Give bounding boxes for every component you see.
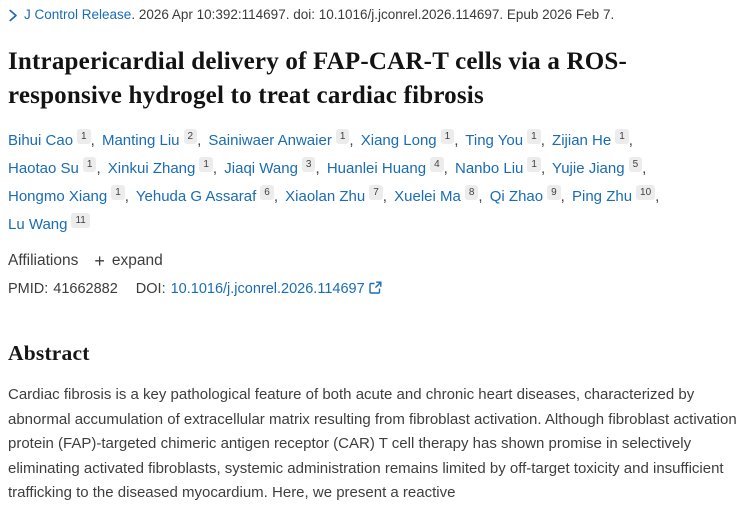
author-item: Xuelei Ma 8, (394, 185, 485, 205)
affiliation-sup-link[interactable]: 11 (71, 213, 90, 228)
author-separator: , (560, 188, 565, 205)
author-separator: , (443, 160, 448, 177)
author-item: Xiang Long 1, (360, 129, 462, 149)
affiliation-sup-link[interactable]: 8 (464, 185, 479, 200)
chevron-right-icon[interactable] (8, 9, 18, 22)
author-separator: , (540, 132, 545, 149)
affiliation-sup-link[interactable]: 1 (440, 129, 455, 144)
author-item: Ting You 1, (465, 129, 548, 149)
affiliation-sup-link[interactable]: 7 (369, 185, 383, 200)
page-title: Intrapericardial delivery of FAP-CAR-T c… (8, 48, 628, 109)
affiliation-sup-link[interactable]: 10 (636, 185, 656, 200)
affiliation-sup-link[interactable]: 1 (527, 157, 541, 172)
author-separator: , (540, 160, 546, 177)
author-link[interactable]: Huanlei Huang (326, 160, 427, 177)
affiliation-sup-link[interactable]: 1 (335, 129, 350, 144)
author-separator: , (655, 188, 660, 205)
affiliation-sup-link[interactable]: 1 (77, 129, 91, 144)
author-link[interactable]: Yujie Jiang (552, 160, 625, 177)
author-link[interactable]: Qi Zhao (489, 188, 544, 205)
affiliation-sup-link[interactable]: 1 (199, 157, 213, 172)
affiliation-sup-link[interactable]: 4 (430, 157, 444, 172)
journal-link[interactable]: J Control Release (24, 7, 132, 22)
author-link[interactable]: Haotao Su (8, 160, 79, 177)
author-separator: , (124, 188, 129, 205)
author-separator: , (478, 188, 483, 205)
author-item: Haotao Su 1, (8, 157, 104, 177)
author-item: Hongmo Xiang 1, (8, 185, 132, 205)
author-link[interactable]: Yehuda G Assaraf (135, 188, 257, 205)
author-link[interactable]: Zijian He (552, 132, 612, 149)
author-item: Xinkui Zhang 1, (107, 157, 220, 177)
ids-row: PMID: 41662882 DOI: 10.1016/j.jconrel.20… (8, 280, 742, 297)
author-item: Xiaolan Zhu 7, (285, 185, 390, 205)
author-separator: , (96, 160, 101, 177)
affiliations-expand-button[interactable]: + expand (94, 252, 162, 270)
author-separator: , (315, 160, 320, 177)
abstract-heading: Abstract (8, 341, 90, 365)
external-link-icon (368, 281, 382, 298)
author-link[interactable]: Hongmo Xiang (8, 188, 108, 205)
author-item: Bihui Cao 1, (8, 129, 98, 149)
author-item: Qi Zhao 9, (489, 185, 568, 205)
author-item: Huanlei Huang 4, (326, 157, 451, 177)
author-item: Ping Zhu 10, (572, 185, 662, 205)
author-link[interactable]: Ting You (465, 132, 524, 149)
citation-bar: J Control Release. 2026 Apr 10:392:11469… (8, 6, 742, 24)
affiliations-row: Affiliations + expand (8, 252, 742, 270)
author-item: Zijian He 1, (552, 129, 636, 149)
plus-icon: + (94, 251, 105, 271)
affiliation-sup-link[interactable]: 3 (301, 157, 316, 172)
authors-list: Bihui Cao 1, Manting Liu 2, Sainiwaer Anwa… (8, 127, 708, 239)
author-link[interactable]: Manting Liu (101, 132, 180, 149)
author-separator: , (90, 132, 95, 149)
affiliation-sup-link[interactable]: 1 (82, 157, 97, 172)
doi-label: DOI: (135, 280, 166, 297)
affiliation-sup-link[interactable]: 5 (628, 157, 643, 172)
author-link[interactable]: Sainiwaer Anwaier (208, 132, 332, 149)
pmid-label: PMID: (8, 280, 49, 297)
author-link[interactable]: Ping Zhu (572, 188, 633, 205)
abstract-text: Cardiac fibrosis is a key pathological f… (8, 386, 737, 501)
author-item: Yehuda G Assaraf 6, (135, 185, 281, 205)
citation-text: . 2026 Apr 10:392:114697. doi: 10.1016/j… (131, 7, 615, 22)
author-separator: , (212, 160, 218, 177)
expand-label: expand (111, 252, 163, 269)
author-separator: , (382, 188, 387, 205)
affiliation-sup-link[interactable]: 1 (527, 129, 541, 144)
author-link[interactable]: Lu Wang (8, 216, 68, 233)
author-link[interactable]: Xuelei Ma (394, 188, 461, 205)
affiliation-sup-link[interactable]: 9 (547, 185, 561, 200)
author-item: Yujie Jiang 5, (552, 157, 649, 177)
author-item: Jiaqi Wang 3, (224, 157, 322, 177)
author-item: Nanbo Liu 1, (454, 157, 548, 177)
affiliation-sup-link[interactable]: 1 (111, 185, 125, 200)
author-separator: , (273, 188, 278, 205)
author-item: Sainiwaer Anwaier 1, (208, 129, 356, 149)
doi-link[interactable]: 10.1016/j.jconrel.2026.114697 (171, 280, 382, 297)
author-separator: , (454, 132, 459, 149)
affiliation-sup-link[interactable]: 1 (615, 129, 629, 144)
author-link[interactable]: Bihui Cao (8, 132, 74, 149)
author-link[interactable]: Nanbo Liu (454, 160, 524, 177)
affiliations-label: Affiliations (8, 252, 79, 269)
affiliation-sup-link[interactable]: 2 (183, 129, 198, 144)
author-link[interactable]: Xinkui Zhang (107, 160, 196, 177)
author-separator: , (197, 132, 202, 149)
author-link[interactable]: Xiaolan Zhu (285, 188, 366, 205)
author-link[interactable]: Xiang Long (360, 132, 437, 149)
author-separator: , (642, 160, 647, 177)
affiliation-sup-link[interactable]: 6 (260, 185, 274, 200)
author-separator: , (628, 132, 633, 149)
author-link[interactable]: Jiaqi Wang (224, 160, 298, 177)
author-item: Manting Liu 2, (101, 129, 204, 149)
author-separator: , (349, 132, 354, 149)
author-item: Lu Wang 11 (8, 213, 93, 233)
pmid-value: 41662882 (53, 280, 118, 297)
